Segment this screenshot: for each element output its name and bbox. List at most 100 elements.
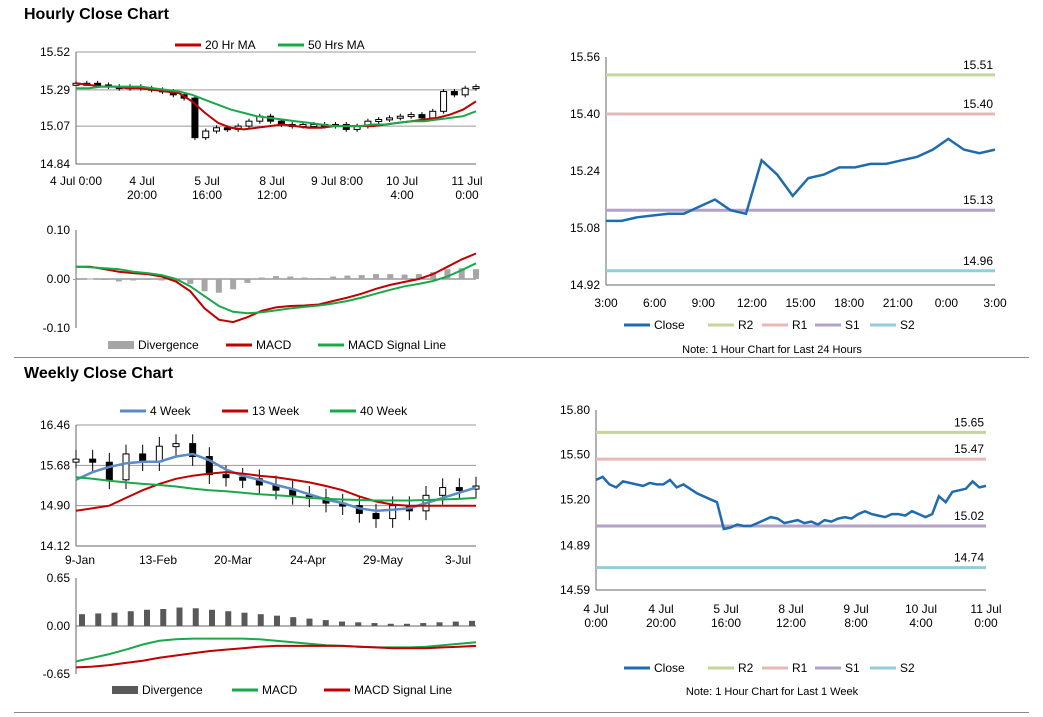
candle-body (439, 487, 447, 496)
legend-label: 50 Hrs MA (308, 38, 365, 52)
x-tick-label: 4 Jul 20:00 (127, 174, 157, 202)
wk13-line (75, 471, 476, 512)
divergence-bar (144, 609, 150, 626)
y-tick-label: 14.59 (560, 583, 590, 597)
divergence-bar (458, 268, 465, 279)
divergence-bar (287, 276, 294, 279)
candle-body (202, 130, 210, 139)
legend-label: Close (654, 318, 685, 332)
level-label-r1: 15.40 (963, 97, 993, 111)
divergence-bar (87, 278, 94, 280)
y-tick-label: 0.10 (47, 223, 71, 237)
y-tick-label: 15.29 (40, 83, 70, 97)
divergence-bar (344, 275, 351, 279)
macd-signal-line (75, 644, 477, 669)
divergence-bar (401, 274, 408, 279)
candle-body (389, 505, 397, 520)
candle-body (223, 127, 231, 131)
legend-label: S1 (845, 661, 860, 675)
y-tick-label: 15.80 (560, 403, 590, 417)
level-label-s2: 14.74 (954, 551, 984, 565)
divergence-bar (111, 612, 118, 626)
y-tick-label: 0.65 (47, 571, 71, 585)
y-tick-label: 15.50 (560, 448, 590, 462)
divergence-bar (301, 277, 308, 279)
x-tick-label: 10 Jul 4:00 (905, 602, 937, 630)
legend-label: R1 (792, 661, 808, 675)
level-label-s2: 14.96 (963, 254, 993, 268)
x-tick-label: 21:00 (883, 296, 913, 310)
divergence-bar (225, 611, 232, 626)
wk4-line (75, 452, 477, 513)
y-tick-label: 0.00 (47, 272, 71, 286)
level-label-r1: 15.47 (954, 442, 984, 456)
x-tick-label: 3:00 (594, 296, 618, 310)
wk40-line (75, 476, 477, 502)
x-tick-label: 4 Jul 20:00 (646, 602, 676, 630)
chart-note: Note: 1 Hour Chart for Last 24 Hours (682, 344, 862, 356)
candle-body (455, 487, 463, 492)
x-tick-label: 4 Jul 0:00 (50, 174, 102, 188)
bottom-divider (14, 712, 1029, 713)
x-tick-label: 11 Jul 0:00 (970, 602, 1001, 630)
divergence-bar (355, 622, 362, 626)
x-tick-label: 3-Jul (445, 553, 471, 567)
ma50-line (76, 85, 477, 128)
candle-body (429, 110, 437, 119)
x-tick-label: 9:00 (692, 296, 716, 310)
x-tick-label: 5 Jul 16:00 (711, 602, 741, 630)
x-tick-label: 4 Jul 0:00 (583, 602, 608, 630)
candle-body (396, 115, 404, 119)
legend-swatch (108, 341, 134, 349)
y-tick-label: 15.20 (560, 492, 590, 506)
candle-body (122, 453, 130, 481)
divergence-bar (473, 269, 479, 279)
weekly-section-title: Weekly Close Chart (24, 365, 174, 382)
level-label-s1: 15.02 (954, 509, 984, 523)
legend-label: Divergence (142, 683, 203, 697)
y-tick-label: 15.56 (570, 50, 600, 64)
y-tick-label: 14.12 (40, 539, 70, 553)
divergence-bar (79, 614, 85, 626)
divergence-bar (230, 279, 237, 290)
y-tick-label: 14.92 (570, 278, 600, 292)
candle-body (440, 91, 448, 112)
candle-body (239, 476, 247, 481)
divergence-bar (452, 621, 459, 626)
y-tick-label: 15.52 (40, 45, 70, 59)
y-tick-label: 15.40 (570, 107, 600, 121)
x-tick-label: 0:00 (935, 296, 959, 310)
candle-body (191, 97, 199, 139)
x-tick-label: 12:00 (737, 296, 767, 310)
divergence-bar (444, 269, 451, 279)
y-tick-label: 15.68 (40, 458, 70, 472)
candle-body (407, 114, 415, 118)
x-tick-label: 10 Jul 4:00 (386, 174, 418, 202)
divergence-bar (387, 623, 394, 626)
y-tick-label: 15.08 (570, 221, 600, 235)
candle-body (89, 458, 97, 463)
legend-label: S2 (900, 661, 915, 675)
divergence-bar (339, 621, 345, 626)
x-tick-label: 11 Jul 0:00 (451, 174, 482, 202)
divergence-bar (430, 272, 437, 279)
divergence-bar (387, 274, 394, 279)
divergence-bar (176, 607, 183, 626)
x-tick-label: 20-Mar (214, 553, 252, 567)
level-label-s1: 15.13 (963, 193, 993, 207)
divergence-bar (404, 623, 410, 626)
legend-label: R2 (738, 318, 754, 332)
legend-label: R2 (738, 661, 754, 675)
divergence-bar (201, 279, 208, 292)
x-tick-label: 29-May (363, 553, 403, 567)
divergence-bar (173, 279, 179, 282)
x-tick-label: 6:00 (643, 296, 667, 310)
divergence-bar (144, 279, 151, 280)
candle-body (222, 474, 230, 479)
candle-body (72, 458, 80, 463)
legend-label: MACD (262, 683, 298, 697)
candle-body (386, 117, 394, 121)
legend-label: MACD (256, 338, 292, 352)
divergence-bar (322, 620, 329, 626)
y-tick-label: 14.90 (40, 499, 70, 513)
